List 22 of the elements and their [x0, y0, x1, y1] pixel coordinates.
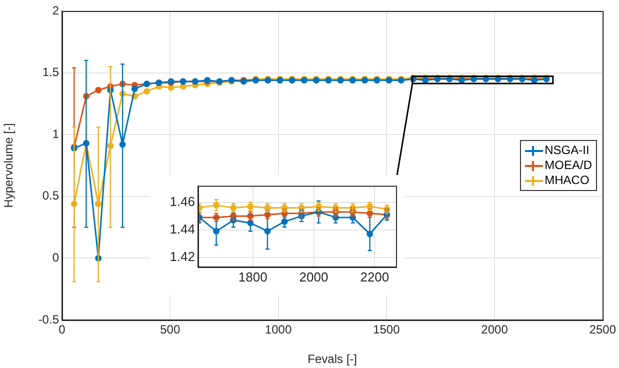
- legend-label: NSGA-II: [544, 143, 590, 158]
- y-tick-label: -0.5: [38, 312, 60, 326]
- y-tick-label: 1.44: [170, 221, 195, 236]
- x-axis-title: Fevals [-]: [308, 352, 357, 366]
- x-tick-label: 2000: [481, 322, 508, 337]
- x-tick-label: 500: [160, 322, 180, 337]
- y-tick-label: 1.5: [42, 65, 60, 80]
- x-tick-label: 1800: [238, 269, 268, 284]
- y-axis-title: Hypervolume [-]: [2, 123, 16, 208]
- y-tick-label: 2: [52, 3, 60, 18]
- legend-label: MHACO: [544, 173, 590, 188]
- y-tick-label: 0: [52, 250, 60, 265]
- y-tick-label: 1: [52, 126, 60, 141]
- x-tick-label: 2000: [299, 269, 328, 284]
- x-tick-label: 1500: [373, 322, 400, 337]
- x-tick-label: 1000: [264, 322, 292, 337]
- y-tick-label: 1.42: [170, 248, 195, 264]
- y-tick-label: 1.46: [170, 194, 195, 209]
- x-tick-label: 2200: [360, 269, 390, 284]
- y-tick-label: 0.5: [42, 188, 60, 203]
- x-tick-label: 2500: [589, 322, 616, 337]
- legend-label: MOEA/D: [544, 158, 592, 173]
